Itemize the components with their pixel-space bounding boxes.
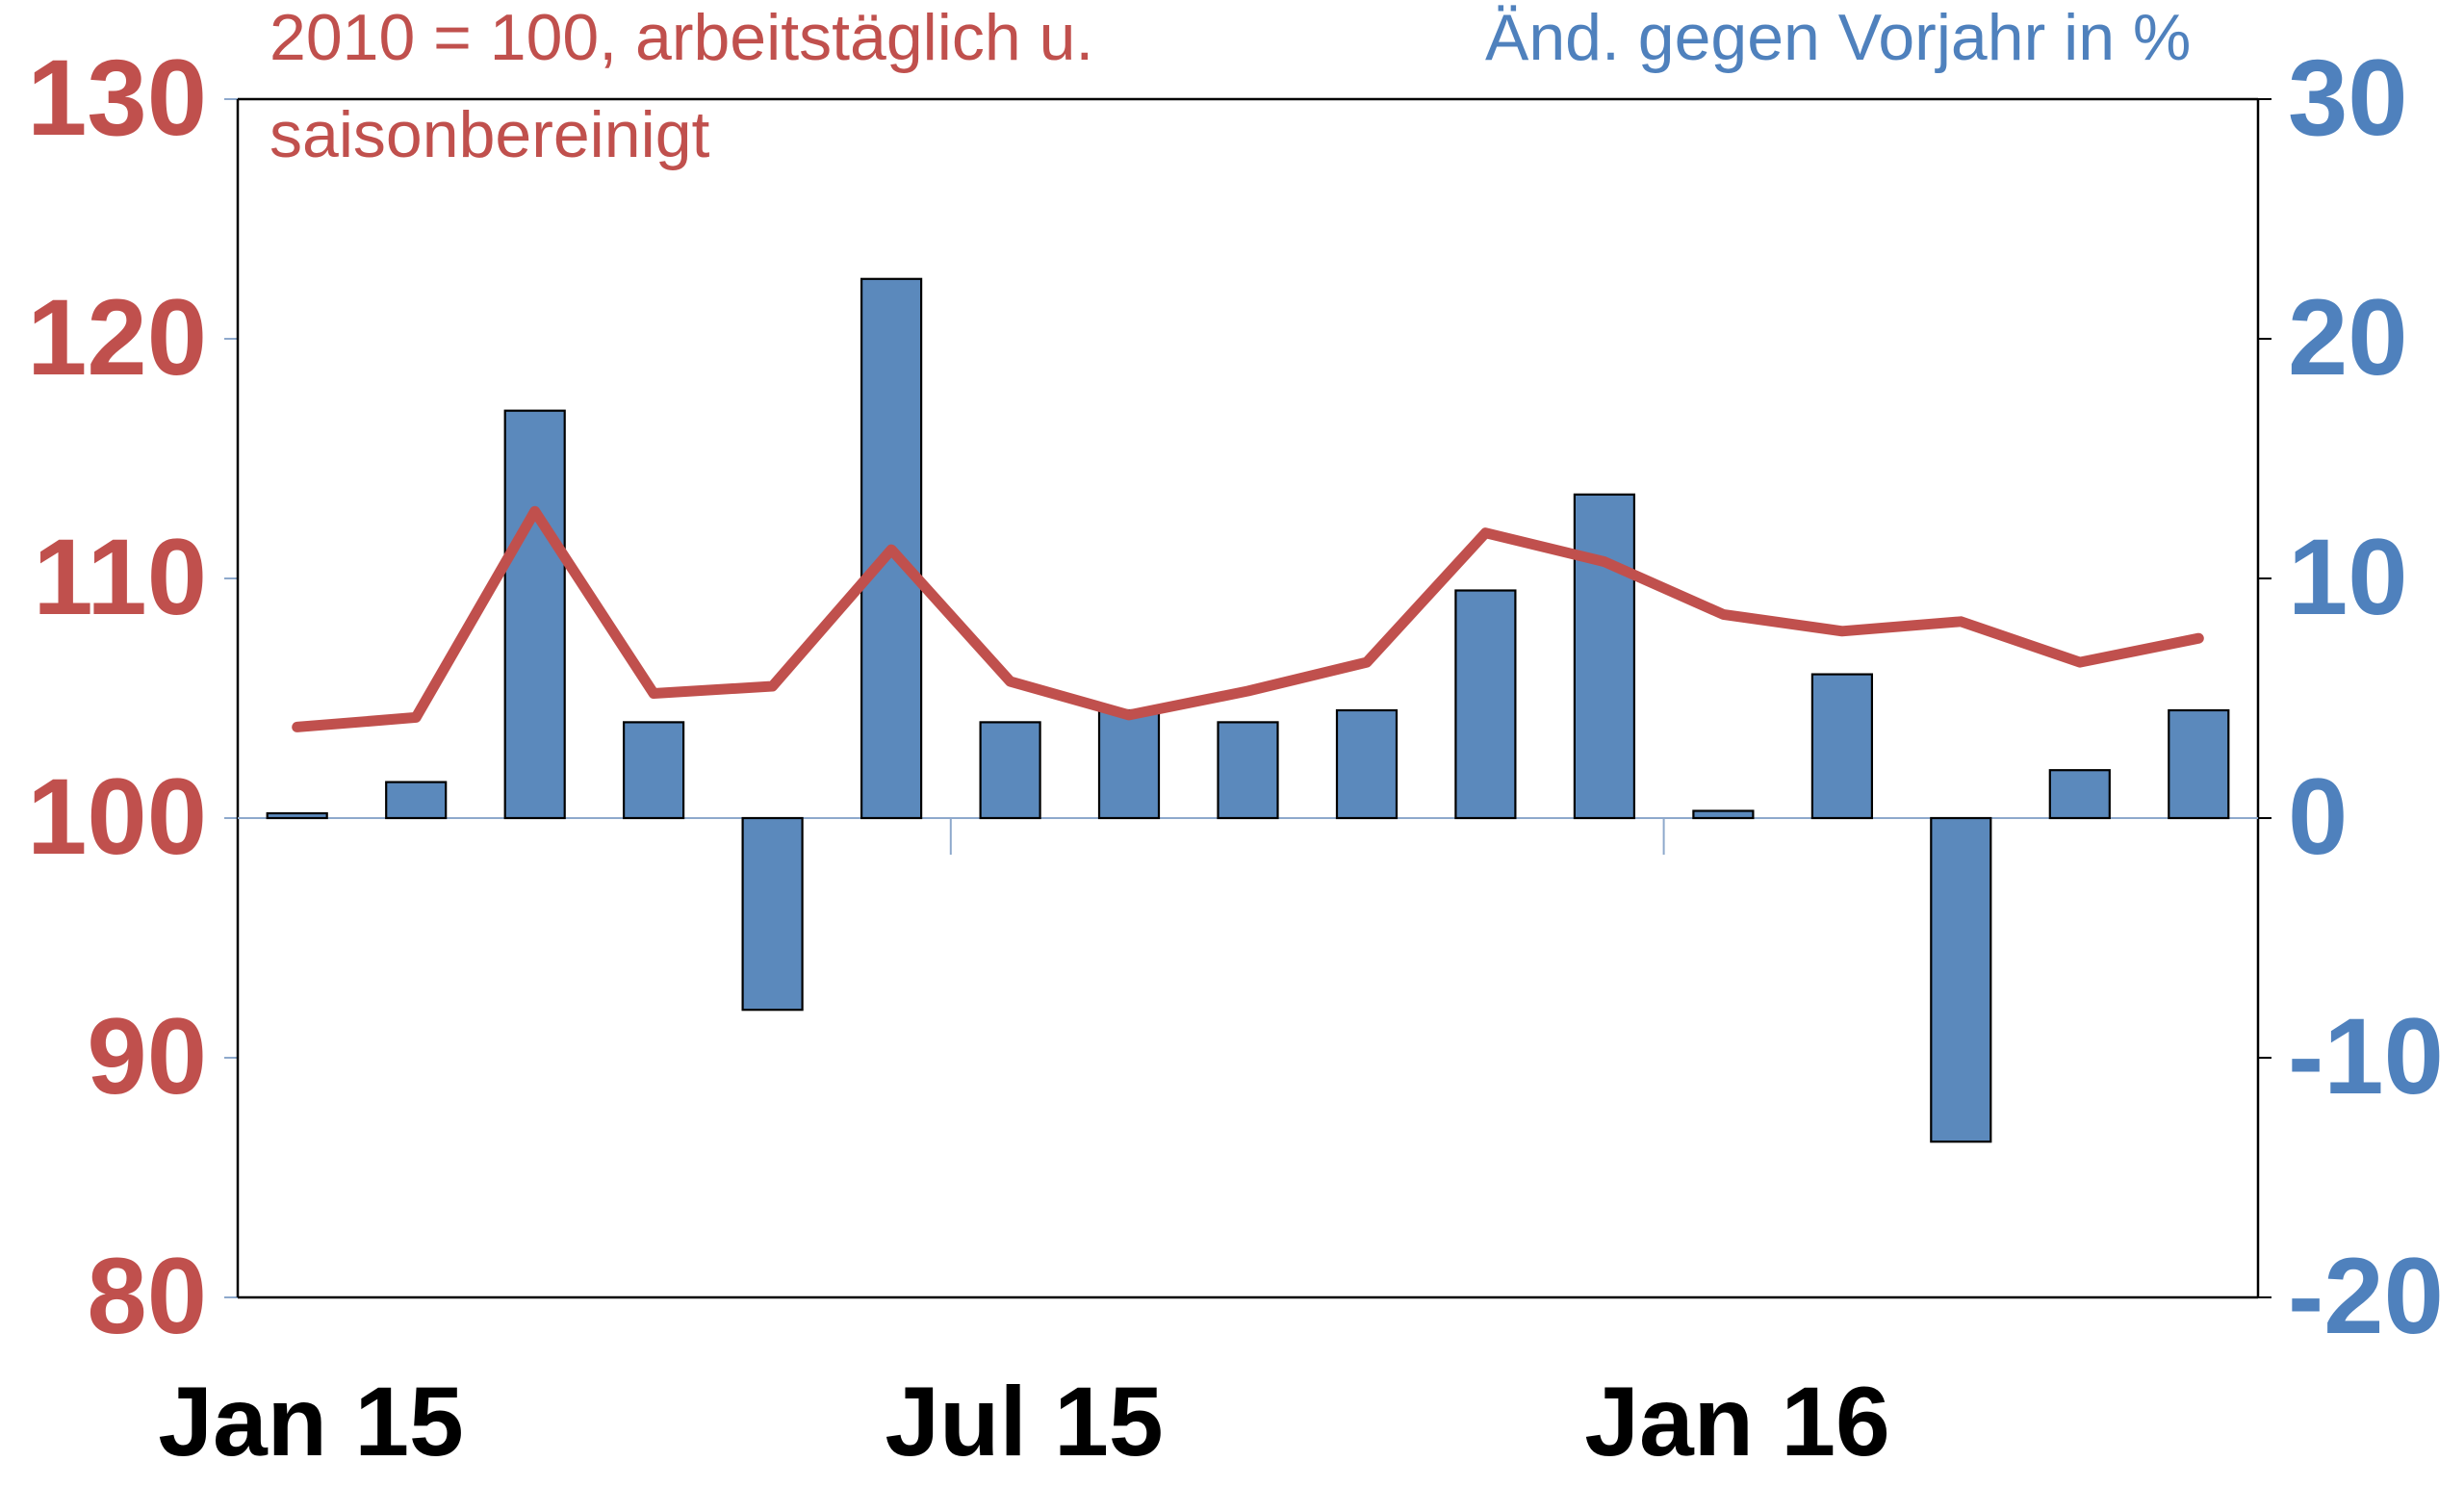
- svg-text:80: 80: [87, 1236, 207, 1356]
- svg-text:110: 110: [33, 517, 207, 637]
- svg-text:130: 130: [27, 38, 207, 158]
- svg-text:30: 30: [2288, 38, 2408, 158]
- svg-text:100: 100: [27, 756, 207, 877]
- svg-text:Jan 16: Jan 16: [1584, 1367, 1890, 1476]
- svg-text:0: 0: [2288, 756, 2348, 877]
- svg-text:Jul 15: Jul 15: [885, 1367, 1163, 1476]
- svg-text:10: 10: [2288, 517, 2408, 637]
- svg-text:-20: -20: [2288, 1236, 2444, 1356]
- svg-text:90: 90: [87, 996, 207, 1116]
- svg-text:20: 20: [2288, 277, 2408, 397]
- svg-text:-10: -10: [2288, 996, 2444, 1116]
- svg-text:120: 120: [27, 277, 207, 397]
- svg-text:Änd. gegen Vorjahr in %: Änd. gegen Vorjahr in %: [1485, 1, 2191, 74]
- svg-text:saisonbereinigt: saisonbereinigt: [270, 98, 710, 171]
- svg-text:Jan 15: Jan 15: [158, 1367, 464, 1476]
- svg-text:2010 = 100, arbeitstäglich u.: 2010 = 100, arbeitstäglich u.: [270, 1, 1093, 74]
